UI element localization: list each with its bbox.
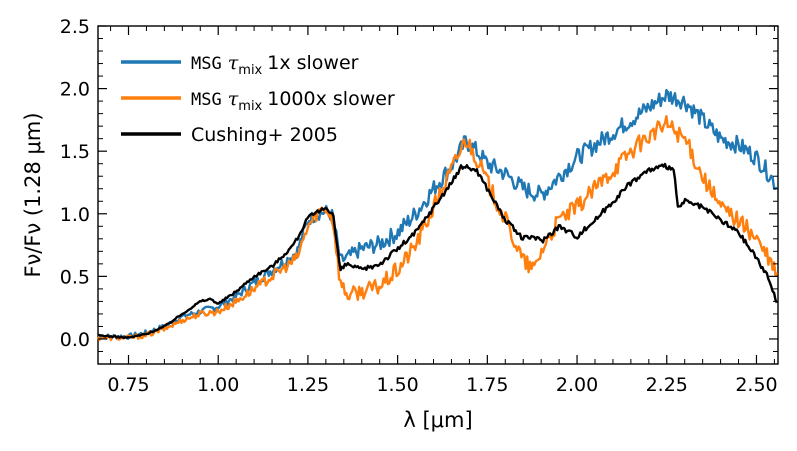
x-tick-label: 0.75	[107, 374, 149, 396]
x-tick-label: 2.00	[556, 374, 598, 396]
y-axis-label: Fν/Fν (1.28 μm)	[21, 112, 45, 277]
x-tick-label: 1.00	[197, 374, 239, 396]
x-tick-label: 2.25	[646, 374, 688, 396]
x-tick-label: 1.25	[287, 374, 329, 396]
x-axis-label: λ [μm]	[403, 408, 472, 432]
ticks-group: 0.75 1.00 1.25 1.50 1.75 2.00 2.25 2.50 0.0 0.5 1.…	[60, 16, 778, 396]
series-line-1	[96, 115, 779, 342]
series-line-0	[97, 89, 778, 340]
series-line-2	[97, 162, 778, 340]
legend-label-msg-1000x: MSG τmix 1000x slower	[191, 88, 395, 114]
x-tick-label: 1.50	[376, 374, 418, 396]
x-tick-label: 2.50	[735, 374, 777, 396]
y-tick-label: 1.5	[60, 141, 90, 163]
y-tick-label: 0.5	[60, 266, 90, 288]
plot-frame	[97, 25, 779, 365]
y-tick-label: 2.0	[60, 79, 90, 101]
y-tick-label: 2.5	[60, 16, 90, 38]
legend-label-cushing: Cushing+ 2005	[191, 124, 338, 146]
series-group	[96, 89, 779, 342]
legend-label-msg-1x: MSG τmix 1x slower	[191, 52, 359, 78]
x-tick-label: 1.75	[466, 374, 508, 396]
y-tick-label: 0.0	[60, 329, 90, 351]
legend: MSG τmix 1x slower MSG τmix 1000x slower C…	[121, 52, 395, 146]
y-tick-label: 1.0	[60, 204, 90, 226]
